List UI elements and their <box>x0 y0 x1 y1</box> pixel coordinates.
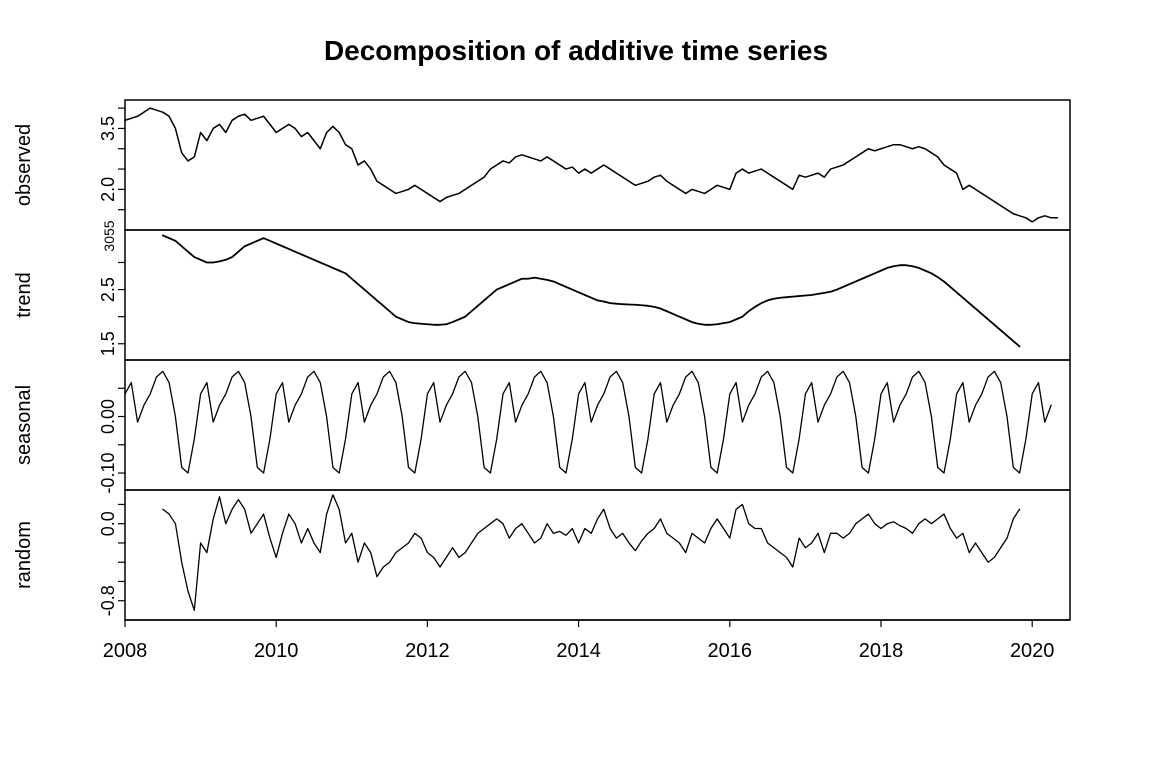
x-tick-label: 2012 <box>405 640 450 662</box>
panel-seasonal-label: seasonal <box>13 385 35 465</box>
panel-random-box <box>125 490 1070 620</box>
panel-seasonal-box <box>125 360 1070 490</box>
x-tick-label: 2010 <box>254 640 299 662</box>
panel-random-ytick-label: 0.0 <box>98 511 118 536</box>
panel-trend-ytick-label: 2.5 <box>98 277 118 302</box>
panel-trend-label: trend <box>13 272 35 318</box>
decomposition-chart: Decomposition of additive time series 2.0… <box>0 0 1152 768</box>
panel-random-label: random <box>13 521 35 589</box>
panel-random-ytick-label: -0.8 <box>98 585 118 616</box>
x-tick-label: 2018 <box>859 640 904 662</box>
panel-trend-ytick-label: 1.5 <box>98 331 118 356</box>
panel-observed-label: observed <box>13 124 35 206</box>
panel-trend-box <box>125 230 1070 360</box>
x-tick-label: 2016 <box>708 640 753 662</box>
chart-title: Decomposition of additive time series <box>324 35 828 66</box>
panel-trend-line <box>163 235 1020 346</box>
panel-seasonal-ytick-label: 0.00 <box>98 399 118 434</box>
panel-seasonal-ytick-label: -0.10 <box>98 453 118 494</box>
x-tick-label: 2008 <box>103 640 148 662</box>
panel-random-line <box>163 495 1020 611</box>
x-tick-label: 2020 <box>1010 640 1055 662</box>
panel-trend-extra-tick-label: 3055 <box>101 220 117 251</box>
panel-seasonal-line <box>125 371 1051 473</box>
panel-observed-ytick-label: 3.5 <box>98 116 118 141</box>
panel-observed-ytick-label: 2.0 <box>98 177 118 202</box>
x-tick-label: 2014 <box>556 640 601 662</box>
panel-observed-line <box>125 108 1057 222</box>
